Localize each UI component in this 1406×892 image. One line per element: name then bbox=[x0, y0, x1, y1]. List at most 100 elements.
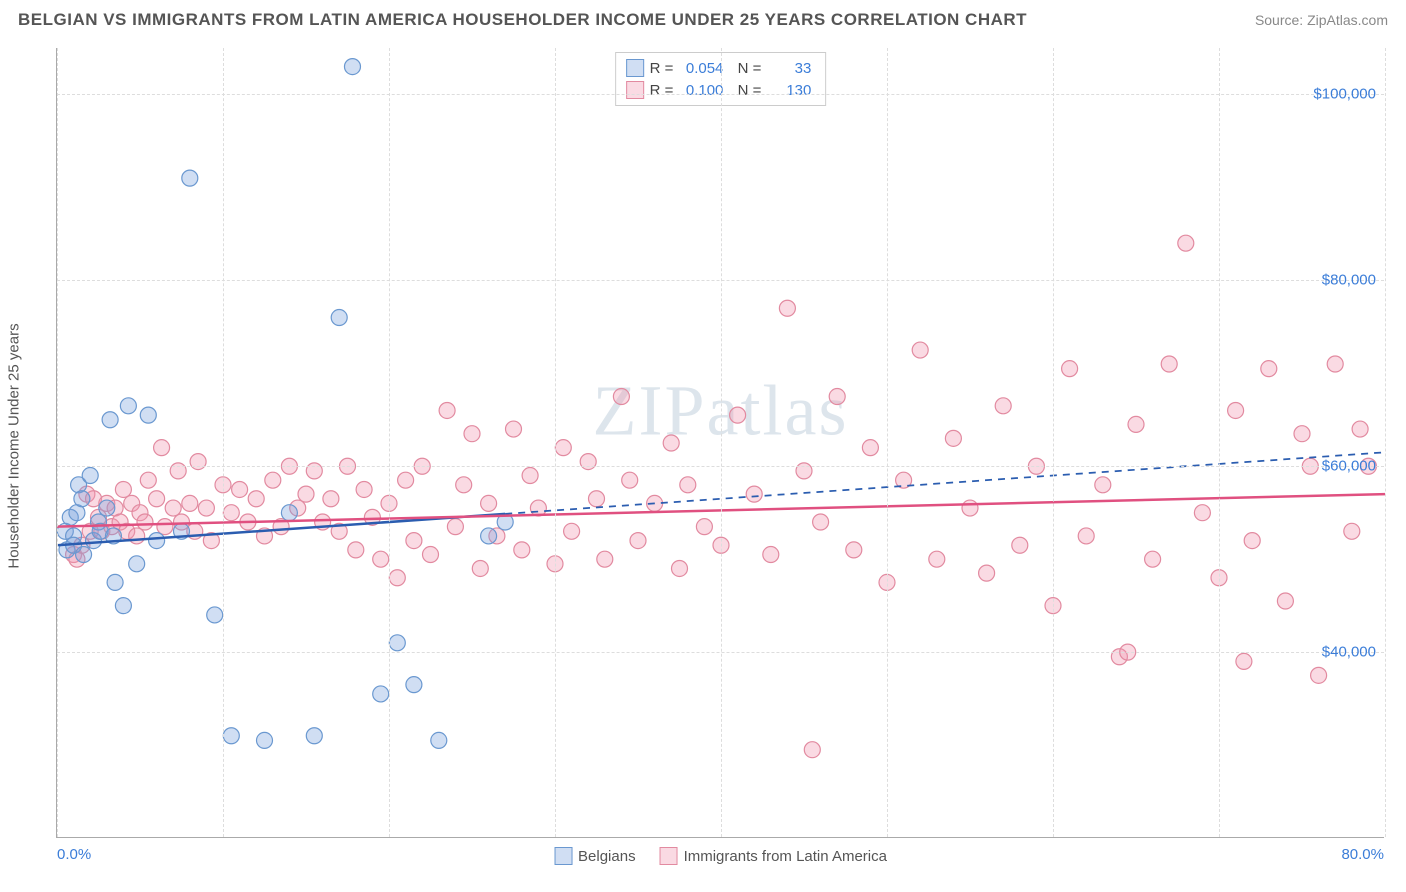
data-point bbox=[182, 495, 198, 511]
data-point bbox=[129, 528, 145, 544]
data-point bbox=[846, 542, 862, 558]
data-point bbox=[680, 477, 696, 493]
data-point bbox=[140, 472, 156, 488]
legend-label-belgians: Belgians bbox=[578, 848, 636, 865]
data-point bbox=[344, 59, 360, 75]
data-point bbox=[99, 500, 115, 516]
data-point bbox=[746, 486, 762, 502]
data-point bbox=[589, 491, 605, 507]
data-point bbox=[165, 500, 181, 516]
data-point bbox=[198, 500, 214, 516]
data-point bbox=[995, 398, 1011, 414]
x-axis-min-label: 0.0% bbox=[57, 846, 91, 863]
data-point bbox=[696, 519, 712, 535]
legend-swatch-latin bbox=[660, 847, 678, 865]
x-axis-max-label: 80.0% bbox=[1341, 846, 1384, 863]
data-point bbox=[1244, 533, 1260, 549]
data-point bbox=[630, 533, 646, 549]
gridline-v bbox=[389, 48, 390, 837]
y-tick-label: $100,000 bbox=[1313, 86, 1376, 103]
y-tick-label: $40,000 bbox=[1322, 644, 1376, 661]
data-point bbox=[149, 533, 165, 549]
legend-swatch-belgians bbox=[554, 847, 572, 865]
gridline-v bbox=[1053, 48, 1054, 837]
data-point bbox=[929, 551, 945, 567]
data-point bbox=[115, 598, 131, 614]
data-point bbox=[157, 519, 173, 535]
data-point bbox=[423, 547, 439, 563]
data-point bbox=[945, 430, 961, 446]
data-point bbox=[447, 519, 463, 535]
data-point bbox=[1145, 551, 1161, 567]
data-point bbox=[306, 728, 322, 744]
y-axis-label: Householder Income Under 25 years bbox=[6, 323, 23, 568]
gridline-v bbox=[1219, 48, 1220, 837]
data-point bbox=[804, 742, 820, 758]
data-point bbox=[323, 491, 339, 507]
data-point bbox=[115, 481, 131, 497]
data-point bbox=[1078, 528, 1094, 544]
data-point bbox=[522, 468, 538, 484]
data-point bbox=[622, 472, 638, 488]
data-point bbox=[389, 635, 405, 651]
data-point bbox=[102, 412, 118, 428]
data-point bbox=[1062, 361, 1078, 377]
data-point bbox=[763, 547, 779, 563]
data-point bbox=[439, 402, 455, 418]
data-point bbox=[1161, 356, 1177, 372]
data-point bbox=[1261, 361, 1277, 377]
data-point bbox=[912, 342, 928, 358]
data-point bbox=[506, 421, 522, 437]
data-point bbox=[979, 565, 995, 581]
legend-item-belgians: Belgians bbox=[554, 847, 636, 865]
data-point bbox=[829, 389, 845, 405]
data-point bbox=[137, 514, 153, 530]
legend-item-latin: Immigrants from Latin America bbox=[660, 847, 887, 865]
data-point bbox=[149, 491, 165, 507]
data-point bbox=[663, 435, 679, 451]
gridline-v bbox=[721, 48, 722, 837]
data-point bbox=[107, 574, 123, 590]
plot-area: ZIPatlas R =0.054 N =33 R =0.100 N =130 … bbox=[56, 48, 1384, 838]
gridline-v bbox=[555, 48, 556, 837]
data-point bbox=[1095, 477, 1111, 493]
data-point bbox=[1236, 653, 1252, 669]
data-point bbox=[232, 481, 248, 497]
data-point bbox=[1294, 426, 1310, 442]
data-point bbox=[564, 523, 580, 539]
data-point bbox=[613, 389, 629, 405]
data-point bbox=[356, 481, 372, 497]
header: BELGIAN VS IMMIGRANTS FROM LATIN AMERICA… bbox=[0, 0, 1406, 36]
data-point bbox=[1178, 235, 1194, 251]
data-point bbox=[779, 300, 795, 316]
data-point bbox=[154, 440, 170, 456]
source-label: Source: ZipAtlas.com bbox=[1255, 12, 1388, 28]
data-point bbox=[348, 542, 364, 558]
data-point bbox=[962, 500, 978, 516]
data-point bbox=[389, 570, 405, 586]
data-point bbox=[597, 551, 613, 567]
data-point bbox=[1194, 505, 1210, 521]
data-point bbox=[298, 486, 314, 502]
data-point bbox=[1012, 537, 1028, 553]
data-point bbox=[862, 440, 878, 456]
data-point bbox=[120, 398, 136, 414]
data-point bbox=[431, 732, 447, 748]
data-point bbox=[1344, 523, 1360, 539]
data-point bbox=[373, 686, 389, 702]
data-point bbox=[1228, 402, 1244, 418]
legend-label-latin: Immigrants from Latin America bbox=[684, 848, 887, 865]
data-point bbox=[281, 505, 297, 521]
data-point bbox=[257, 732, 273, 748]
data-point bbox=[464, 426, 480, 442]
data-point bbox=[514, 542, 530, 558]
data-point bbox=[331, 310, 347, 326]
data-point bbox=[1327, 356, 1343, 372]
data-point bbox=[248, 491, 264, 507]
gridline-v bbox=[223, 48, 224, 837]
data-point bbox=[456, 477, 472, 493]
data-point bbox=[555, 440, 571, 456]
data-point bbox=[481, 495, 497, 511]
data-point bbox=[1128, 416, 1144, 432]
data-point bbox=[472, 560, 488, 576]
